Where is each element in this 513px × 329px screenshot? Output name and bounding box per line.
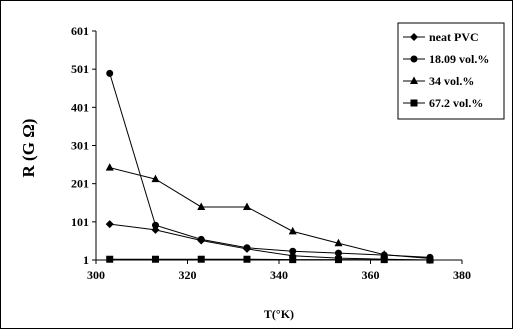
x-tick-label: 320 bbox=[179, 268, 197, 282]
legend-marker bbox=[410, 99, 418, 107]
series-line bbox=[109, 167, 431, 259]
x-tick-label: 300 bbox=[87, 268, 105, 282]
legend: neat PVC 18.09 vol.% 34 vol.% 67.2 vol.% bbox=[397, 22, 505, 120]
data-point bbox=[106, 69, 114, 77]
series-line bbox=[109, 73, 431, 258]
data-point bbox=[197, 255, 205, 263]
y-tick-label: 301 bbox=[71, 139, 89, 153]
data-point bbox=[242, 202, 251, 210]
data-point bbox=[289, 247, 297, 255]
y-tick-label: 601 bbox=[71, 24, 89, 38]
y-tick-label: 501 bbox=[71, 62, 89, 76]
series-1 bbox=[106, 69, 434, 261]
data-point bbox=[106, 255, 114, 263]
data-point bbox=[288, 226, 297, 235]
legend-label: 34 vol.% bbox=[429, 74, 474, 88]
y-tick-label: 1 bbox=[83, 253, 89, 267]
data-point bbox=[197, 202, 206, 210]
legend-label: neat PVC bbox=[429, 30, 479, 44]
y-tick-label: 401 bbox=[71, 100, 89, 114]
data-point bbox=[151, 221, 159, 229]
legend-marker bbox=[410, 55, 418, 63]
data-point bbox=[243, 255, 251, 263]
data-point bbox=[380, 250, 389, 258]
x-tick-label: 380 bbox=[453, 268, 471, 282]
legend-marker bbox=[410, 76, 418, 84]
data-point bbox=[105, 220, 114, 229]
x-tick-label: 340 bbox=[270, 268, 288, 282]
legend-label: 67.2 vol.% bbox=[429, 96, 483, 110]
y-tick-label: 101 bbox=[71, 215, 89, 229]
y-axis-title: R (G Ω) bbox=[19, 119, 38, 178]
data-point bbox=[105, 163, 114, 171]
data-point bbox=[334, 249, 342, 257]
x-axis-title: T(°K) bbox=[264, 307, 294, 321]
legend-label: 18.09 vol.% bbox=[429, 52, 489, 66]
legend-marker bbox=[410, 33, 418, 41]
data-point bbox=[197, 235, 205, 243]
data-point bbox=[151, 255, 159, 263]
x-tick-label: 360 bbox=[362, 268, 380, 282]
data-point bbox=[243, 244, 251, 252]
data-point bbox=[334, 238, 343, 247]
y-tick-label: 201 bbox=[71, 177, 89, 191]
series-line bbox=[109, 223, 430, 261]
axes-layer: 1 101 201 301 401 501 601 300 320 340 360 380 bbox=[71, 24, 471, 282]
data-point bbox=[151, 174, 160, 183]
